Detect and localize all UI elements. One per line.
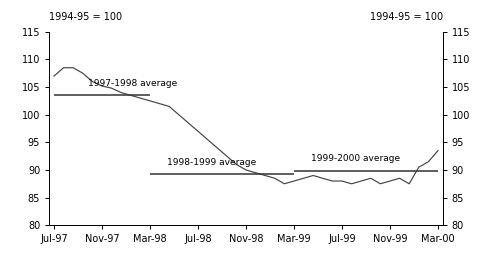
Text: 1998-1999 average: 1998-1999 average — [167, 158, 256, 167]
Text: 1994-95 = 100: 1994-95 = 100 — [49, 12, 123, 22]
Text: 1997-1998 average: 1997-1998 average — [88, 79, 177, 88]
Text: 1994-95 = 100: 1994-95 = 100 — [369, 12, 443, 22]
Text: 1999-2000 average: 1999-2000 average — [311, 154, 400, 163]
